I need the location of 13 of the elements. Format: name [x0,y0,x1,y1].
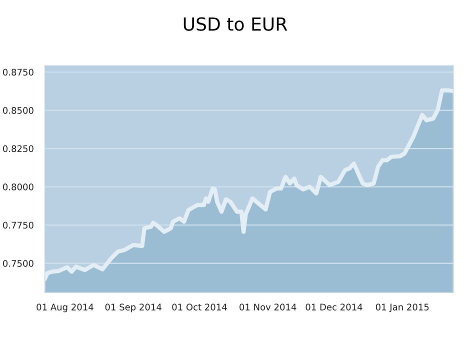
y-tick-label: 0.8250 [3,145,34,152]
x-tick-label: 01 Jan 2015 [376,304,429,312]
x-tick-label: 01 Sep 2014 [105,304,162,312]
y-tick-label: 0.8500 [3,107,34,114]
x-tick-label: 01 Dec 2014 [306,304,362,310]
x-tick-label: 01 Oct 2014 [172,304,227,310]
x-tick-label: 01 Aug 2014 [36,304,94,312]
y-tick-label: 0.8000 [3,184,34,190]
x-tick-label: 01 Nov 2014 [240,304,296,310]
y-tick-label: 0.7750 [3,222,34,229]
chart-title: USD to EUR [184,17,288,31]
y-tick-label: 0.7500 [3,260,34,267]
y-tick-label: 0.8750 [3,68,34,76]
